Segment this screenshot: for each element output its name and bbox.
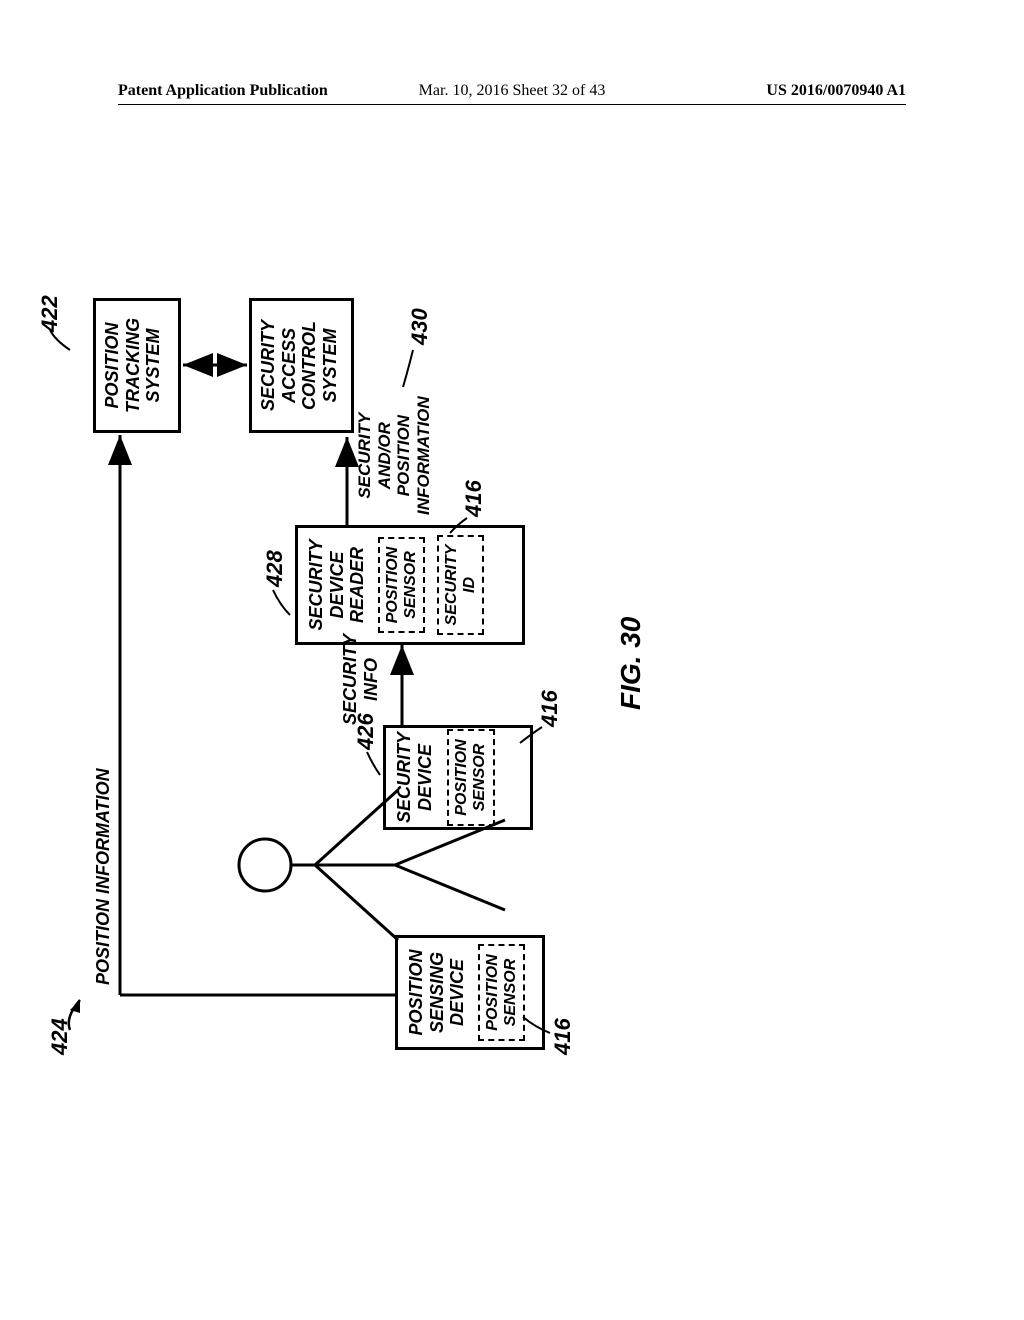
block-position-sensing: POSITION SENSING DEVICE POSITION SENSOR bbox=[395, 935, 545, 1050]
header-rule bbox=[118, 104, 906, 105]
header-right: US 2016/0070940 A1 bbox=[766, 82, 906, 100]
ref-428: 428 bbox=[262, 550, 288, 587]
ref-416-sensing: 416 bbox=[550, 1018, 576, 1055]
block-security-access: SECURITY ACCESS CONTROL SYSTEM bbox=[249, 298, 354, 433]
block-reader-id: SECURITY ID bbox=[437, 535, 484, 636]
ref-416-reader: 416 bbox=[461, 480, 487, 517]
reader-id-text: SECURITY ID bbox=[443, 545, 478, 626]
header-center: Mar. 10, 2016 Sheet 32 of 43 bbox=[419, 82, 606, 100]
device-sensor-text: POSITION SENSOR bbox=[453, 739, 488, 815]
sensing-sensor-text: POSITION SENSOR bbox=[484, 954, 519, 1030]
block-reader-sensor: POSITION SENSOR bbox=[378, 537, 425, 633]
block-security-reader: SECURITY DEVICE READER POSITION SENSOR S… bbox=[295, 525, 525, 645]
block-sensing-sensor: POSITION SENSOR bbox=[478, 944, 525, 1040]
block-security-device: SECURITY DEVICE POSITION SENSOR bbox=[383, 725, 533, 830]
ref-424: 424 bbox=[47, 1018, 73, 1055]
header-left: Patent Application Publication bbox=[118, 82, 328, 100]
label-security-andor: SECURITY AND/OR POSITION INFORMATION bbox=[355, 396, 433, 515]
ref-422: 422 bbox=[37, 295, 63, 332]
label-position-info: POSITION INFORMATION bbox=[93, 768, 114, 985]
figure-diagram: 424 POSITION INFORMATION POSITION TRACKI… bbox=[0, 285, 1005, 1065]
block-position-tracking: POSITION TRACKING SYSTEM bbox=[93, 298, 181, 433]
block-security-access-text: SECURITY ACCESS CONTROL SYSTEM bbox=[258, 320, 341, 411]
block-security-reader-text: SECURITY DEVICE READER bbox=[306, 540, 368, 631]
ref-430: 430 bbox=[407, 308, 433, 345]
block-device-sensor: POSITION SENSOR bbox=[447, 729, 494, 825]
reader-sensor-text: POSITION SENSOR bbox=[384, 547, 419, 623]
label-security-info: SECURITY INFO bbox=[340, 634, 381, 725]
block-security-device-text: SECURITY DEVICE bbox=[394, 732, 435, 823]
figure-label: FIG. 30 bbox=[615, 617, 647, 710]
block-position-sensing-text: POSITION SENSING DEVICE bbox=[406, 950, 468, 1036]
ref-416-device: 416 bbox=[537, 690, 563, 727]
block-position-tracking-text: POSITION TRACKING SYSTEM bbox=[102, 318, 164, 413]
ref-426: 426 bbox=[353, 713, 379, 750]
page-header: Patent Application Publication Mar. 10, … bbox=[0, 82, 1024, 100]
